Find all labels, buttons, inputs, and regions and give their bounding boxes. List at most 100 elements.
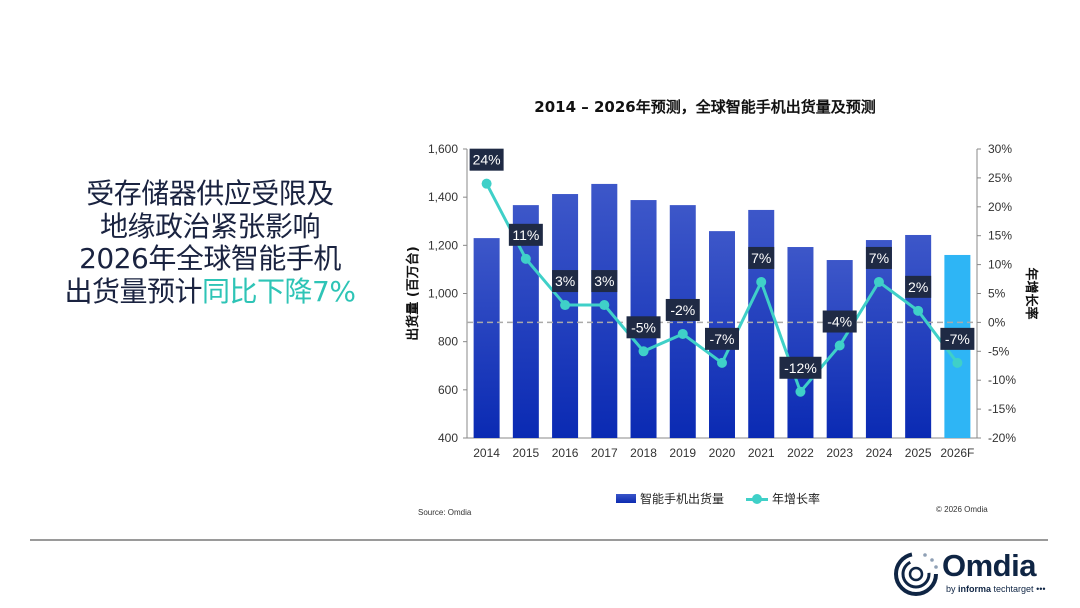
x-tick-label: 2014: [473, 446, 500, 460]
legend-label: 年增长率: [772, 492, 821, 506]
data-label: 3%: [594, 273, 614, 289]
x-tick-label: 2015: [512, 446, 539, 460]
y2-axis-label: 年增长率: [1023, 267, 1039, 319]
y2-tick-label: 5%: [988, 287, 1006, 301]
source-note: Source: Omdia: [418, 508, 472, 517]
growth-point: [952, 357, 963, 368]
x-tick-label: 2019: [669, 446, 696, 460]
headline-line: 出货量预计同比下降7%: [40, 274, 380, 309]
growth-point: [795, 386, 806, 397]
bar: [905, 234, 932, 438]
growth-point: [873, 276, 884, 287]
logo-mark-icon: [894, 552, 938, 596]
y2-tick-label: -20%: [988, 431, 1016, 445]
headline-text: 出货量预计: [64, 274, 203, 308]
headline-line: 受存储器供应受限及: [86, 177, 334, 210]
x-tick-label: 2020: [709, 446, 736, 460]
y-axis-label: 出货量 (百万台): [405, 246, 421, 340]
copyright-note: © 2026 Omdia: [936, 505, 988, 514]
y2-tick-label: 15%: [988, 229, 1012, 243]
x-tick-label: 2021: [748, 446, 775, 460]
x-tick-label: 2022: [787, 446, 814, 460]
x-tick-label: 2016: [552, 446, 579, 460]
y-tick-label: 1,000: [428, 287, 458, 301]
x-tick-label: 2017: [591, 446, 618, 460]
data-label: 7%: [751, 250, 771, 266]
data-label-box: [865, 246, 892, 269]
data-label: -5%: [631, 319, 656, 335]
legend-line-swatch: [746, 493, 769, 504]
legend-bar-swatch: [616, 494, 636, 503]
omdia-logo: Omdia by informa techtarget •••: [890, 548, 1050, 600]
data-label: 24%: [473, 152, 501, 168]
logo-wordmark: Omdia: [942, 548, 1036, 583]
bar: [591, 183, 618, 438]
x-tick-label: 2026F: [940, 446, 974, 460]
growth-point: [717, 357, 727, 368]
x-tick-label: 2024: [866, 446, 893, 460]
headline-line: 2026年全球智能手机: [79, 242, 341, 275]
growth-point: [520, 253, 531, 264]
y2-tick-label: 30%: [988, 142, 1012, 156]
y-tick-label: 400: [438, 431, 458, 445]
data-label: -7%: [710, 331, 735, 347]
legend-label: 智能手机出货量: [640, 492, 725, 506]
data-label-box: [469, 148, 504, 171]
y-tick-label: 600: [438, 383, 458, 397]
chart-title: 2014 – 2026年预测，全球智能手机出货量及预测: [534, 98, 876, 116]
data-label-box: [508, 223, 543, 246]
legend-item-bar: 智能手机出货量: [616, 490, 724, 507]
growth-point: [599, 300, 610, 311]
data-label-box: [748, 246, 775, 269]
headline-line: 地缘政治紧张影响: [99, 209, 321, 243]
data-label-box: [905, 275, 932, 298]
data-label-box: [779, 356, 822, 379]
data-label-box: [552, 270, 579, 293]
growth-point: [834, 340, 845, 351]
data-label: 7%: [869, 250, 889, 266]
x-tick-label: 2023: [826, 446, 853, 460]
chart-legend: 智能手机出货量 年增长率: [616, 490, 820, 507]
x-tick-label: 2018: [630, 446, 657, 460]
growth-point: [756, 276, 767, 287]
bar: [787, 247, 814, 438]
y2-tick-label: 25%: [988, 171, 1012, 185]
growth-point: [677, 328, 688, 339]
growth-point: [913, 305, 924, 316]
bar: [552, 194, 579, 438]
headline-highlight: 同比下降7%: [202, 274, 356, 308]
data-label: -12%: [784, 360, 817, 376]
data-label: -7%: [945, 331, 970, 347]
headline: 受存储器供应受限及 地缘政治紧张影响 2026年全球智能手机 出货量预计同比下降…: [40, 177, 380, 309]
data-label-box: [822, 310, 857, 333]
divider: [30, 539, 1048, 541]
growth-point: [560, 300, 571, 311]
y2-tick-label: -5%: [988, 344, 1010, 358]
y2-tick-label: 0%: [988, 315, 1006, 329]
data-label: -4%: [827, 314, 852, 330]
data-label: 2%: [908, 279, 928, 295]
bar: [865, 240, 892, 438]
bar: [669, 205, 696, 438]
data-label-box: [705, 327, 739, 350]
x-tick-label: 2025: [905, 446, 932, 460]
logo-subtitle: by informa techtarget •••: [946, 584, 1046, 594]
y2-tick-label: -10%: [988, 373, 1016, 387]
y-tick-label: 1,400: [428, 190, 458, 204]
data-label: 11%: [512, 227, 539, 243]
data-label: -2%: [670, 302, 695, 318]
y2-tick-label: -15%: [988, 402, 1016, 416]
data-label-box: [940, 327, 975, 350]
data-label-box: [626, 316, 661, 339]
bar: [473, 238, 500, 438]
growth-point: [638, 346, 649, 357]
legend-item-line: 年增长率: [746, 490, 820, 507]
bar: [748, 209, 775, 438]
y2-tick-label: 10%: [988, 258, 1012, 272]
y-tick-label: 1,200: [428, 238, 458, 252]
y2-tick-label: 20%: [988, 200, 1012, 214]
data-label-box: [665, 298, 700, 321]
data-label: 3%: [555, 273, 575, 289]
growth-point: [481, 178, 492, 189]
